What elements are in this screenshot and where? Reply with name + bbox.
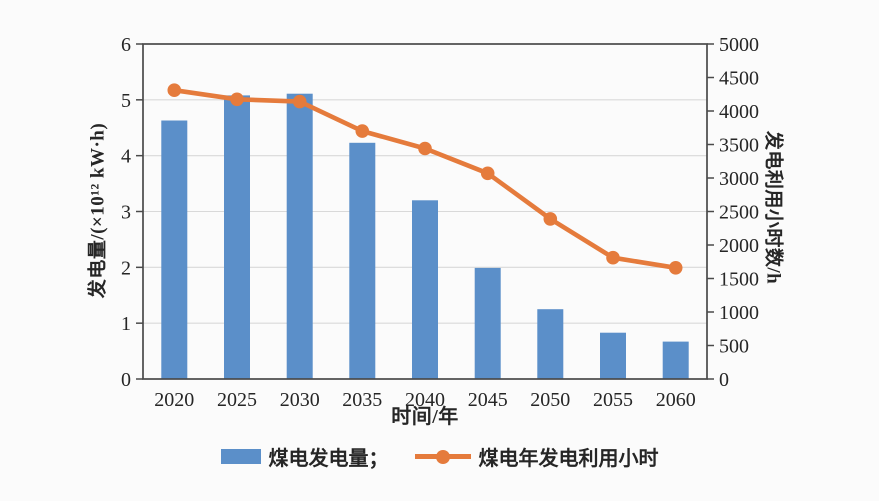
bar-2025	[224, 95, 250, 380]
right-tick-label: 500	[719, 336, 749, 358]
left-axis: 0 1 2 3 4 5 6	[121, 34, 143, 391]
line-point-2045	[480, 166, 495, 181]
line-point-2035	[355, 124, 370, 138]
legend-bar-label: 煤电发电量；	[268, 448, 389, 470]
left-tick-label: 3	[121, 202, 131, 224]
x-tick-label: 2020	[154, 389, 194, 411]
bar-2035	[349, 142, 376, 379]
line-point-2030	[292, 94, 307, 109]
x-tick-label: 2045	[468, 389, 508, 411]
bar-2055	[600, 332, 626, 379]
left-tick-label: 5	[121, 90, 131, 112]
x-tick-label: 2040	[405, 389, 445, 411]
line-point-2025	[230, 92, 244, 107]
x-axis: 2020 2025 2030 2035 2040 2045 2050 2055 2060	[154, 389, 695, 411]
legend-item-bar-series: 煤电发电量；	[220, 442, 389, 471]
right-tick-label: 1000	[719, 302, 759, 324]
x-tick-label: 2035	[342, 389, 382, 411]
x-tick-label: 2025	[217, 389, 257, 411]
x-axis-title: 时间/年	[391, 406, 459, 428]
left-tick-label: 0	[121, 369, 131, 391]
x-tick-label: 2060	[656, 389, 696, 411]
legend-item-line-series: 煤电年发电利用小时	[414, 442, 659, 471]
right-axis-title: 发电利用小时数/h	[762, 130, 784, 285]
x-tick-label: 2050	[530, 389, 570, 411]
left-tick-label: 2	[121, 257, 131, 279]
right-tick-label: 4000	[719, 101, 759, 123]
line-point-2040	[418, 141, 432, 156]
line-point-2055	[606, 250, 620, 265]
left-tick-label: 1	[121, 313, 131, 335]
bar-2020	[161, 120, 188, 379]
left-axis-title: 发电量/(×10¹² kW·h)	[87, 122, 109, 299]
right-tick-label: 1500	[719, 269, 759, 291]
right-axis: 0 500 1000 1500 2000 2500 3000 3500 4000 4500 5000	[707, 34, 759, 391]
legend-line-label: 煤电年发电利用小时	[478, 448, 659, 470]
bar-swatch-icon	[220, 449, 261, 464]
bar-2040	[412, 200, 438, 379]
bar-2045	[474, 267, 501, 379]
line-series	[167, 83, 683, 275]
left-tick-label: 6	[121, 34, 131, 56]
bar-2060	[662, 341, 689, 379]
line-point-2050	[543, 212, 558, 226]
line-point-2020	[167, 83, 182, 97]
legend: 煤电发电量； 煤电年发电利用小时	[0, 442, 879, 471]
left-tick-label: 4	[121, 146, 131, 168]
x-tick-label: 2055	[593, 389, 633, 411]
bar-2030	[286, 93, 313, 379]
line-point-2060	[668, 261, 683, 275]
x-tick-label: 2030	[280, 389, 320, 411]
right-tick-label: 4500	[719, 68, 759, 90]
right-tick-label: 3500	[719, 135, 759, 157]
bar-series	[161, 93, 689, 380]
right-tick-label: 2000	[719, 235, 759, 257]
line-marker-swatch-icon	[414, 449, 471, 464]
right-tick-label: 0	[719, 369, 729, 391]
right-tick-label: 5000	[719, 34, 759, 56]
right-tick-label: 2500	[719, 202, 759, 224]
right-tick-label: 3000	[719, 168, 759, 190]
bar-2050	[537, 309, 564, 379]
